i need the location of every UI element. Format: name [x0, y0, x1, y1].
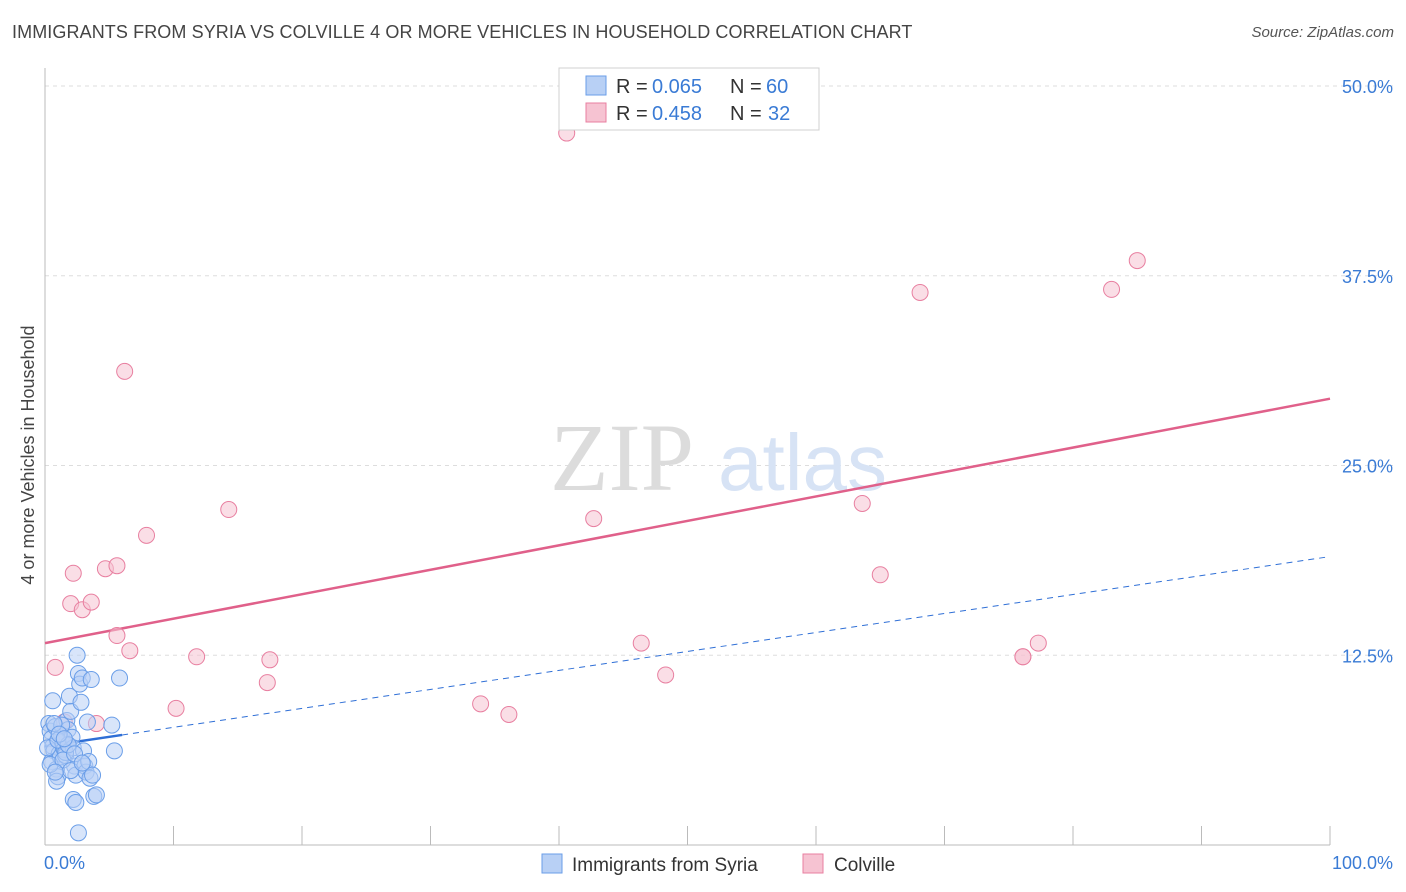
- y-tick-label-0: 12.5%: [1342, 646, 1393, 666]
- watermark-atlas: atlas: [718, 418, 887, 507]
- colville-point-27: [632, 634, 650, 652]
- colville-point-7: [585, 510, 603, 528]
- colville-point-21: [46, 658, 64, 676]
- legend-n-label-2: N =: [730, 103, 762, 125]
- colville-point-20: [258, 674, 276, 692]
- chart-source: Source: ZipAtlas.com: [1251, 24, 1394, 41]
- axes: [44, 68, 1331, 846]
- legend-n-value-2: 32: [768, 103, 790, 125]
- colville-point-15: [82, 593, 100, 611]
- trend-line-colville: [44, 397, 1331, 645]
- y-tick-label-2: 37.5%: [1342, 267, 1393, 287]
- syria-point-32: [78, 713, 96, 731]
- colville-point-26: [500, 705, 518, 723]
- trend-line-syria-dashed: [122, 556, 1331, 736]
- colville-point-6: [138, 526, 156, 544]
- colville-point-17: [121, 642, 139, 660]
- syria-point-36: [84, 766, 102, 784]
- syria-point-27: [72, 693, 90, 711]
- colville-point-19: [261, 651, 279, 669]
- colville-point-12: [108, 557, 126, 575]
- y-tick-label-3: 50.0%: [1342, 77, 1393, 97]
- syria-point-59: [73, 754, 91, 772]
- y-axis-label: 4 or more Vehicles in Household: [18, 325, 38, 584]
- bottom-legend-label-colville: Colville: [834, 855, 895, 876]
- colville-point-31: [1029, 634, 1047, 652]
- grid-lines: [45, 85, 1395, 656]
- x-tick-label-end: 100.0%: [1332, 853, 1393, 873]
- syria-point-56: [46, 763, 64, 781]
- syria-point-46: [105, 742, 123, 760]
- legend-top: R = 0.065 N = 60 R = 0.458 N = 32: [558, 67, 820, 131]
- y-tick-label-1: 25.0%: [1342, 457, 1393, 477]
- watermark-zip: ZIP: [550, 404, 694, 511]
- watermark: ZIP atlas: [550, 404, 887, 511]
- syria-point-42: [69, 824, 87, 842]
- bottom-legend-swatch-blue: [541, 853, 563, 874]
- syria-point-45: [103, 716, 121, 734]
- legend-swatch-blue: [585, 75, 607, 96]
- legend-n-label-1: N =: [730, 76, 762, 98]
- bottom-legend-label-syria: Immigrants from Syria: [572, 855, 758, 876]
- syria-point-41: [67, 793, 85, 811]
- colville-point-9: [871, 566, 889, 584]
- syria-point-35: [82, 671, 100, 689]
- colville-point-5: [220, 501, 238, 519]
- colville-point-25: [472, 695, 490, 713]
- x-tick-label-start: 0.0%: [44, 853, 85, 873]
- legend-bottom: Immigrants from Syria Colville: [541, 853, 895, 876]
- colville-point-10: [64, 564, 82, 582]
- syria-point-58: [55, 730, 73, 748]
- colville-point-4: [911, 283, 929, 301]
- legend-swatch-pink: [585, 102, 607, 123]
- legend-r-label-2: R =: [616, 103, 648, 125]
- colville-point-1: [116, 362, 134, 380]
- colville-point-28: [657, 666, 675, 684]
- syria-point-47: [111, 669, 129, 687]
- syria-point-24: [68, 646, 86, 664]
- legend-n-value-1: 60: [766, 76, 788, 98]
- colville-point-18: [188, 648, 206, 666]
- bottom-legend-swatch-pink: [802, 853, 824, 874]
- syria-point-44: [87, 786, 105, 804]
- chart-title: IMMIGRANTS FROM SYRIA VS COLVILLE 4 OR M…: [12, 22, 913, 42]
- colville-point-24: [167, 699, 185, 717]
- legend-r-value-1: 0.065: [652, 76, 702, 98]
- colville-point-16: [108, 627, 126, 645]
- colville-point-30: [1014, 648, 1032, 666]
- legend-r-value-2: 0.458: [652, 103, 702, 125]
- colville-point-3: [1103, 280, 1121, 298]
- legend-r-label-1: R =: [616, 76, 648, 98]
- axis-labels: 12.5% 25.0% 37.5% 50.0% 0.0% 100.0%: [44, 77, 1393, 873]
- syria-point-17: [44, 692, 62, 710]
- colville-point-8: [853, 494, 871, 512]
- colville-point-2: [1128, 252, 1146, 270]
